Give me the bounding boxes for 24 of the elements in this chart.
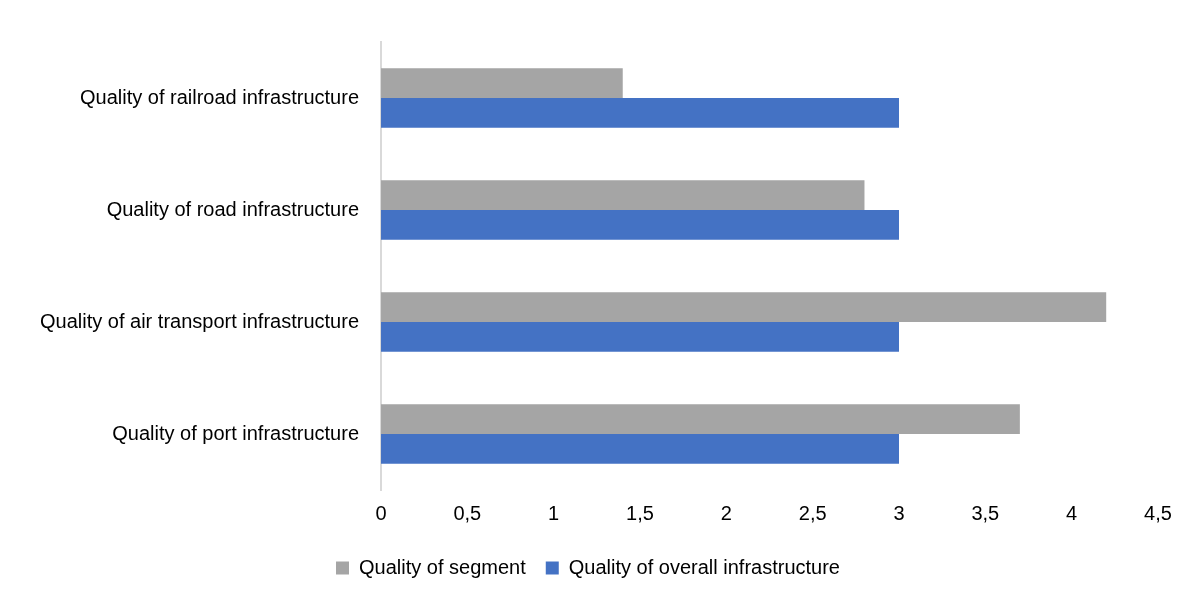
y-tick-label: Quality of air transport infrastructure: [40, 309, 360, 332]
x-tick-label: 2,5: [798, 501, 827, 524]
bar: [381, 180, 865, 210]
bar: [381, 68, 623, 98]
x-tick-label: 2: [720, 501, 732, 524]
bar: [381, 292, 1107, 322]
x-tick-label: 0,5: [453, 501, 482, 524]
bar: [381, 98, 900, 128]
bar: [381, 322, 900, 352]
bar: [381, 210, 900, 240]
bar: [381, 404, 1020, 434]
y-tick-label: Quality of port infrastructure: [112, 421, 360, 444]
y-tick-label: Quality of railroad infrastructure: [80, 85, 360, 108]
x-tick-label: 3,5: [971, 501, 1000, 524]
x-tick-label: 4,5: [1144, 501, 1172, 524]
y-tick-label: Quality of road infrastructure: [106, 197, 360, 220]
legend-label: Quality of overall infrastructure: [568, 555, 840, 578]
x-tick-label: 1: [548, 501, 560, 524]
legend-label: Quality of segment: [359, 555, 527, 578]
x-tick-label: 1,5: [626, 501, 654, 524]
x-tick-label: 4: [1066, 501, 1078, 524]
bar: [381, 434, 900, 464]
x-tick-label: 3: [893, 501, 905, 524]
x-tick-label: 0: [375, 501, 387, 524]
